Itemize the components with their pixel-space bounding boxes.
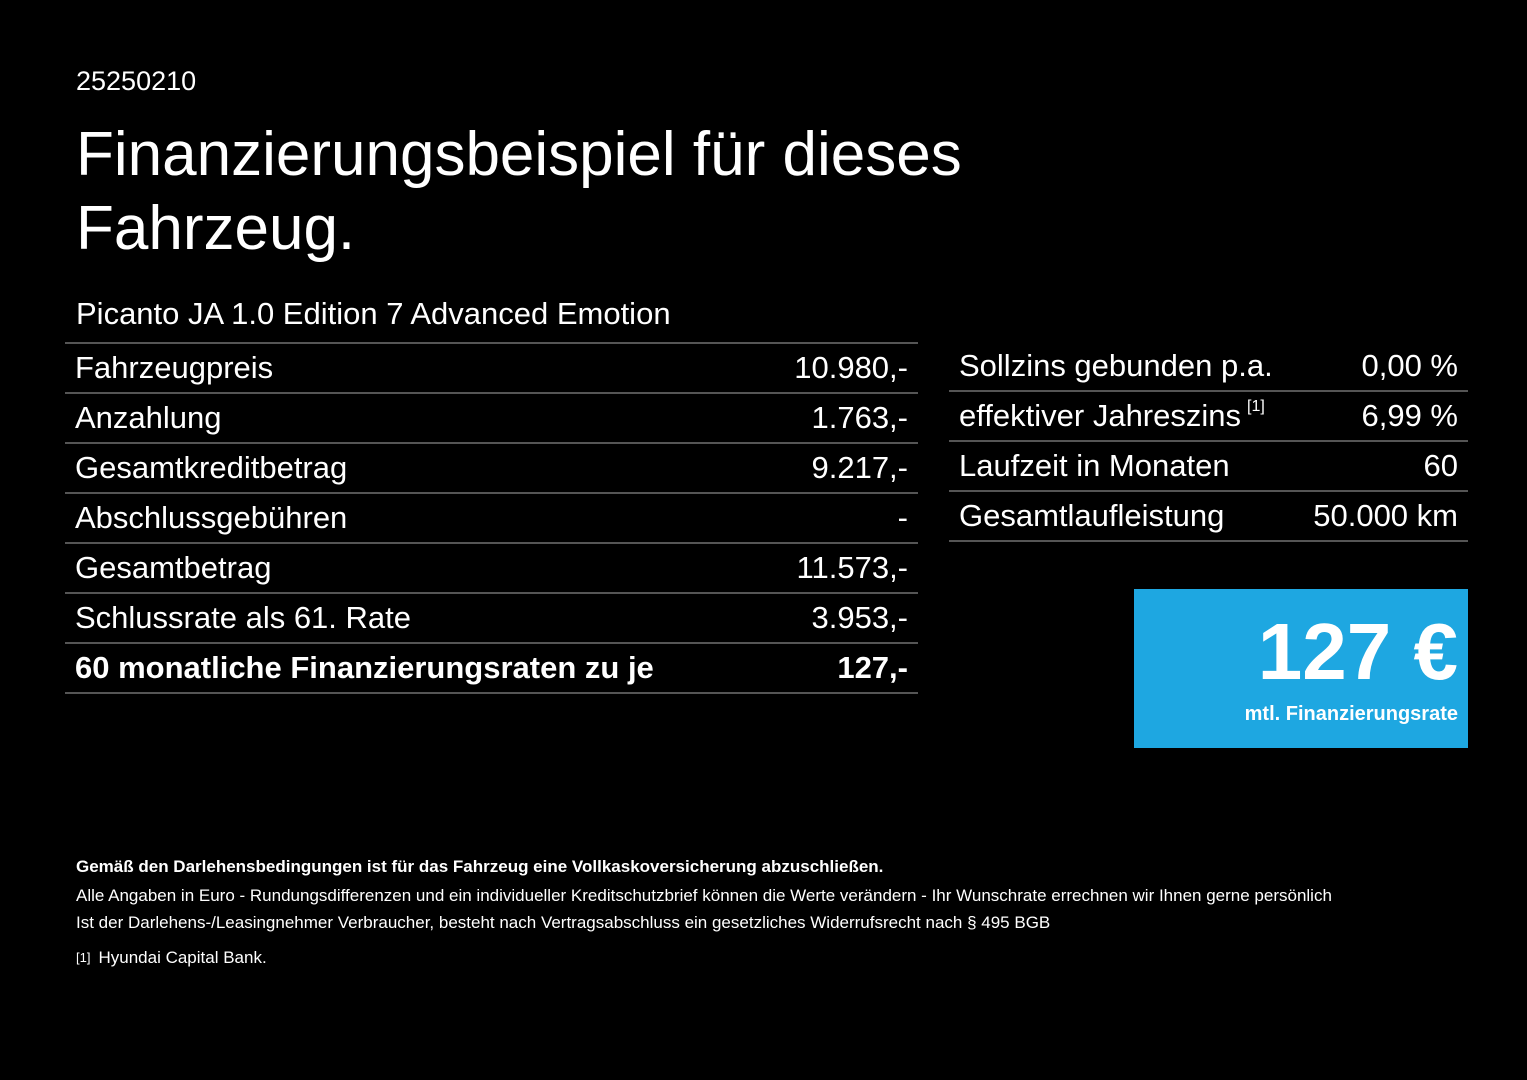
- row-label: Laufzeit in Monaten: [959, 448, 1230, 483]
- row-label: Gesamtbetrag: [75, 550, 272, 585]
- rate-amount: 127 €: [1257, 607, 1458, 696]
- note: Ist der Darlehens-/Leasingnehmer Verbrau…: [76, 913, 1051, 932]
- row-label: Sollzins gebunden p.a.: [959, 348, 1273, 383]
- row-value: 60: [1423, 448, 1458, 483]
- note: Alle Angaben in Euro - Rundungsdifferenz…: [76, 886, 1332, 905]
- footnote-ref: [1]: [1247, 398, 1265, 415]
- row-label: Gesamtkreditbetrag: [75, 450, 348, 485]
- title: Finanzierungsbeispiel für dieses Fahrzeug…: [76, 118, 962, 266]
- row-value: -: [897, 500, 908, 535]
- row-label-wrap: Abschlussgebühren: [75, 500, 347, 536]
- row-label: Fahrzeugpreis: [75, 350, 274, 385]
- row-value: 50.000 km: [1313, 498, 1458, 533]
- row-label-wrap: Schlussrate als 61. Rate: [75, 600, 411, 636]
- table-row: Abschlussgebühren -: [65, 494, 918, 544]
- row-label: Gesamtlaufleistung: [959, 498, 1225, 533]
- model: Picanto JA 1.0 Edition 7 Advanced Emotio…: [76, 296, 671, 331]
- table-row: Sollzins gebunden p.a. 0,00 %: [949, 342, 1468, 392]
- row-label-wrap: Fahrzeugpreis: [75, 350, 273, 386]
- table-row: Gesamtbetrag 11.573,-: [65, 544, 918, 594]
- rate-caption: mtl. Finanzierungsrate: [1244, 703, 1458, 725]
- row-label-wrap: effektiver Jahreszins [1]: [959, 398, 1265, 434]
- table-row: Fahrzeugpreis 10.980,-: [65, 344, 918, 394]
- row-value: 1.763,-: [811, 400, 908, 435]
- row-label: Anzahlung: [75, 400, 222, 435]
- table-row: Gesamtkreditbetrag 9.217,-: [65, 444, 918, 494]
- table-row: 60 monatliche Finanzierungsraten zu je 12…: [65, 644, 918, 694]
- row-label: Schlussrate als 61. Rate: [75, 600, 412, 635]
- row-label-wrap: Gesamtlaufleistung: [959, 498, 1224, 534]
- row-label-wrap: Gesamtkreditbetrag: [75, 450, 347, 486]
- right-table: Sollzins gebunden p.a. 0,00 % effektiver J…: [949, 342, 1468, 542]
- row-label-wrap: Sollzins gebunden p.a.: [959, 348, 1273, 384]
- note: Gemäß den Darlehensbedingungen ist für d…: [76, 857, 884, 876]
- left-table: Fahrzeugpreis 10.980,- Anzahlung 1.763,- Ges…: [65, 342, 918, 694]
- row-value: 3.953,-: [811, 600, 908, 635]
- row-label-wrap: 60 monatliche Finanzierungsraten zu je: [75, 650, 654, 686]
- notes: Gemäß den Darlehensbedingungen ist für d…: [76, 853, 1332, 971]
- table-row: Gesamtlaufleistung 50.000 km: [949, 492, 1468, 542]
- row-value: 9.217,-: [811, 450, 908, 485]
- title-line: Fahrzeug.: [76, 194, 356, 263]
- row-label: effektiver Jahreszins: [959, 398, 1241, 433]
- row-value: 0,00 %: [1361, 348, 1458, 383]
- table-row: Anzahlung 1.763,-: [65, 394, 918, 444]
- row-value: 11.573,-: [796, 550, 908, 585]
- row-label-wrap: Laufzeit in Monaten: [959, 448, 1230, 484]
- row-value: 127,-: [837, 650, 908, 685]
- row-value: 6,99 %: [1361, 398, 1458, 433]
- code: 25250210: [76, 66, 197, 96]
- table-row: Laufzeit in Monaten 60: [949, 442, 1468, 492]
- table-row: Schlussrate als 61. Rate 3.953,-: [65, 594, 918, 644]
- footnote-mark: [1]: [76, 950, 91, 965]
- table-row: effektiver Jahreszins [1] 6,99 %: [949, 392, 1468, 442]
- title-line: Finanzierungsbeispiel für dieses: [76, 120, 962, 189]
- footnote: Hyundai Capital Bank.: [98, 948, 267, 967]
- row-label-wrap: Anzahlung: [75, 400, 222, 436]
- row-label-wrap: Gesamtbetrag: [75, 550, 271, 586]
- row-label: Abschlussgebühren: [75, 500, 348, 535]
- rate-box: 127 € mtl. Finanzierungsrate: [1134, 589, 1468, 748]
- row-value: 10.980,-: [794, 350, 908, 385]
- row-label: 60 monatliche Finanzierungsraten zu je: [75, 650, 654, 685]
